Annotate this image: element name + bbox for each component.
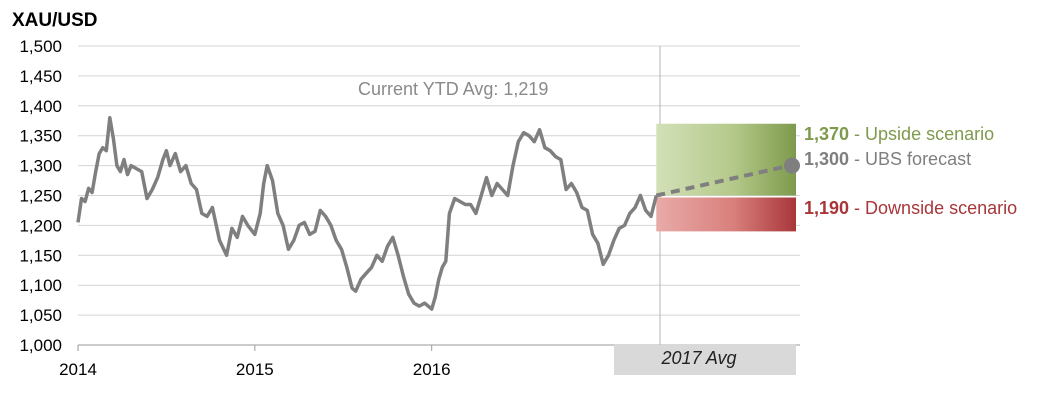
y-tick-label: 1,050 [19,306,62,325]
y-tick-label: 1,300 [19,157,62,176]
forecast-value: 1,300 [804,149,849,169]
ytd-avg-annotation: Current YTD Avg: 1,219 [358,79,548,99]
forecast-text: - UBS forecast [849,149,971,169]
downside-value: 1,190 [804,198,849,218]
y-tick-label: 1,250 [19,187,62,206]
forecast-annotation: 1,300 - UBS forecast [804,149,971,169]
y-tick-label: 1,200 [19,216,62,235]
upside-text: - Upside scenario [849,124,994,144]
y-tick-label: 1,500 [19,37,62,56]
x-tick-label: 2016 [413,360,451,379]
forecast-dashed-line [655,163,791,198]
series-line-gold-price [76,116,658,311]
forecast-point [784,157,800,174]
x-axis-ticks: 2014 2015 2016 [59,345,451,379]
y-tick-label: 1,400 [19,97,62,116]
y-tick-label: 1,450 [19,67,62,86]
upside-annotation: 1,370 - Upside scenario [804,124,994,144]
chart-title: XAU/USD [12,10,98,31]
y-axis-ticks: 1,000 1,050 1,100 1,150 1,200 1,250 1,300 1,350… [19,37,62,355]
y-tick-label: 1,150 [19,246,62,265]
upside-scenario-band [656,123,796,196]
upside-value: 1,370 [804,124,849,144]
avg-band [614,344,796,375]
y-tick-label: 1,350 [19,127,62,146]
x-tick-label: 2014 [59,360,97,379]
downside-text: - Downside scenario [849,198,1017,218]
x-tick-label: 2015 [236,360,274,379]
y-tick-label: 1,000 [19,336,62,355]
downside-scenario-band [656,197,796,232]
y-tick-label: 1,100 [19,276,62,295]
downside-annotation: 1,190 - Downside scenario [804,198,1017,218]
avg-label: 2017 Avg [660,348,736,368]
